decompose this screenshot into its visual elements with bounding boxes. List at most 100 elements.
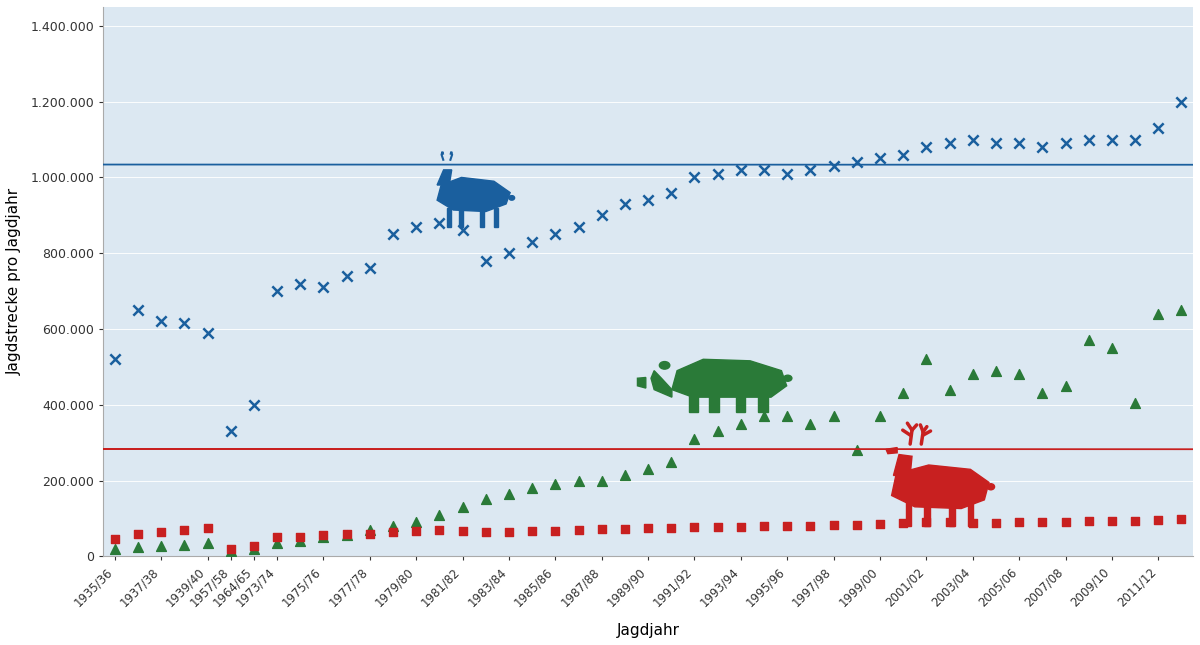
Point [800, 521, 820, 531]
Point [430, 218, 449, 228]
Point [616, 524, 635, 534]
Point [175, 540, 194, 550]
Point [569, 524, 588, 535]
Bar [493, 208, 498, 226]
X-axis label: Jagdjahr: Jagdjahr [617, 623, 679, 638]
Bar [924, 502, 930, 526]
Point [1172, 514, 1192, 524]
Point [314, 282, 334, 292]
Point [546, 526, 565, 536]
Point [522, 483, 541, 493]
Point [847, 157, 866, 168]
Point [151, 541, 170, 551]
Point [917, 517, 936, 528]
Point [245, 544, 264, 554]
Point [128, 528, 148, 539]
Point [1009, 517, 1028, 528]
Point [290, 536, 310, 546]
Point [268, 538, 287, 548]
Point [476, 526, 496, 537]
Point [1148, 309, 1168, 319]
Point [384, 229, 403, 239]
Point [1079, 516, 1098, 526]
Bar [949, 502, 955, 526]
Point [546, 479, 565, 490]
Point [1172, 305, 1192, 315]
Point [198, 522, 217, 533]
Bar [709, 395, 719, 412]
Point [268, 286, 287, 296]
Point [221, 426, 240, 437]
Point [685, 522, 704, 532]
Point [708, 168, 727, 179]
Point [870, 411, 889, 421]
Point [128, 305, 148, 315]
Point [1033, 142, 1052, 152]
Point [708, 426, 727, 437]
Polygon shape [437, 170, 451, 185]
Point [894, 150, 913, 160]
Bar [460, 208, 463, 226]
Ellipse shape [988, 484, 995, 490]
Point [454, 502, 473, 512]
Point [917, 142, 936, 152]
Point [569, 221, 588, 232]
Point [894, 388, 913, 399]
Point [430, 510, 449, 520]
Point [1056, 138, 1075, 148]
Point [106, 354, 125, 364]
Point [1103, 342, 1122, 353]
Point [824, 161, 844, 171]
Polygon shape [894, 455, 912, 475]
Point [245, 400, 264, 410]
Point [454, 526, 473, 536]
Point [407, 526, 426, 536]
Point [1103, 516, 1122, 526]
Point [268, 532, 287, 542]
Point [384, 521, 403, 531]
Point [755, 521, 774, 531]
Point [1126, 516, 1145, 526]
Point [569, 475, 588, 486]
Polygon shape [892, 465, 989, 508]
Point [175, 318, 194, 328]
Point [476, 255, 496, 266]
Point [616, 470, 635, 480]
Bar [480, 208, 484, 226]
Point [384, 526, 403, 537]
Point [1056, 381, 1075, 391]
Point [106, 544, 125, 554]
Point [661, 457, 680, 467]
Polygon shape [637, 377, 646, 388]
Bar [736, 395, 745, 412]
Point [731, 522, 750, 532]
Point [661, 522, 680, 533]
Point [360, 263, 379, 273]
Polygon shape [652, 371, 672, 397]
Point [1009, 138, 1028, 148]
Point [221, 544, 240, 554]
Point [314, 530, 334, 541]
Point [151, 526, 170, 537]
Point [592, 524, 611, 534]
Point [1126, 134, 1145, 144]
Point [755, 411, 774, 421]
Point [778, 411, 797, 421]
Point [499, 489, 518, 499]
Point [778, 168, 797, 179]
Point [314, 532, 334, 542]
Bar [758, 395, 768, 412]
Point [1079, 134, 1098, 144]
Point [870, 154, 889, 164]
Point [800, 419, 820, 429]
Point [1009, 370, 1028, 380]
Point [151, 316, 170, 326]
Point [731, 419, 750, 429]
Polygon shape [437, 177, 510, 212]
Polygon shape [672, 359, 787, 397]
Point [337, 530, 356, 541]
Bar [689, 395, 698, 412]
Point [407, 517, 426, 528]
Point [360, 524, 379, 535]
Point [940, 138, 959, 148]
